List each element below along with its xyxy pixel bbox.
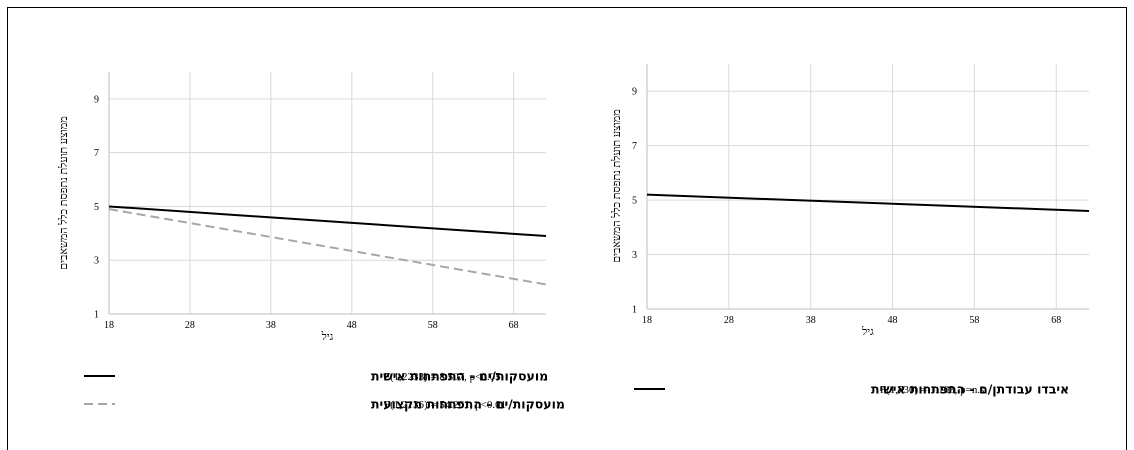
chart-2-series-line-1 [646,193,1090,212]
chart-1-series-line-1 [108,205,547,238]
chart-2-x-tick-label: 28 [724,315,734,326]
chart-1-y-tick-label: 9 [94,94,99,105]
chart-1-x-tick-label: 18 [104,320,114,331]
chart-2-y-tick-label: 7 [632,141,637,152]
chart-1-y-axis-title: ממוצע תועלת נתפסת כלל המשאבים [58,116,70,269]
chart-1-x-tick-label: 48 [347,320,357,331]
chart-1-x-tick-label: 28 [185,320,195,331]
chart-1-y-tick-label: 5 [94,202,99,213]
chart-1-series-line-2 [108,208,547,286]
chart-1-x-tick-label: 68 [509,320,519,331]
chart-1-legend-stat-2: F(1,2136) = 54.261, p<0.01 [384,399,506,411]
chart-1-legend-stat-1: F(1,2233) = 8.507, p<0.05 [384,371,501,383]
chart-2-y-axis-title: ממוצע תועלת נתפסת כלל המשאבים [611,109,623,262]
chart-1-x-axis-title: גיל [321,331,334,343]
chart-2-x-tick-label: 18 [642,315,652,326]
chart-1-legend-label-1: מועסקות/ים - התפתחות אישית [371,369,548,384]
chart-2-x-axis-title: גיל [861,326,874,338]
figure-frame [7,7,1127,450]
chart-2-x-tick-label: 38 [806,315,816,326]
chart-1-y-tick-label: 3 [94,256,99,267]
chart-2-y-tick-label: 5 [632,196,637,207]
chart-1-legend-label-2: מועסקות/ים - התפתחות מקצועית [371,397,565,412]
chart-2-x-tick-label: 58 [969,315,979,326]
chart-2-legend-stat-1: F(1,730) = 1.103, p=n.s [880,384,984,396]
chart-2-x-tick-label: 68 [1051,315,1061,326]
chart-1-y-tick-label: 7 [94,148,99,159]
chart-1-x-tick-label: 58 [428,320,438,331]
chart-1-x-tick-label: 38 [266,320,276,331]
chart-2-y-tick-label: 3 [632,250,637,261]
chart-1-y-tick-label: 1 [94,310,99,321]
chart-2-legend-label-1: איבדו עבודתן/ם - התפתחות אישית [871,382,1069,397]
chart-2-x-tick-label: 48 [888,315,898,326]
chart-2-y-tick-label: 9 [632,87,637,98]
chart-2-y-tick-label: 1 [632,305,637,316]
